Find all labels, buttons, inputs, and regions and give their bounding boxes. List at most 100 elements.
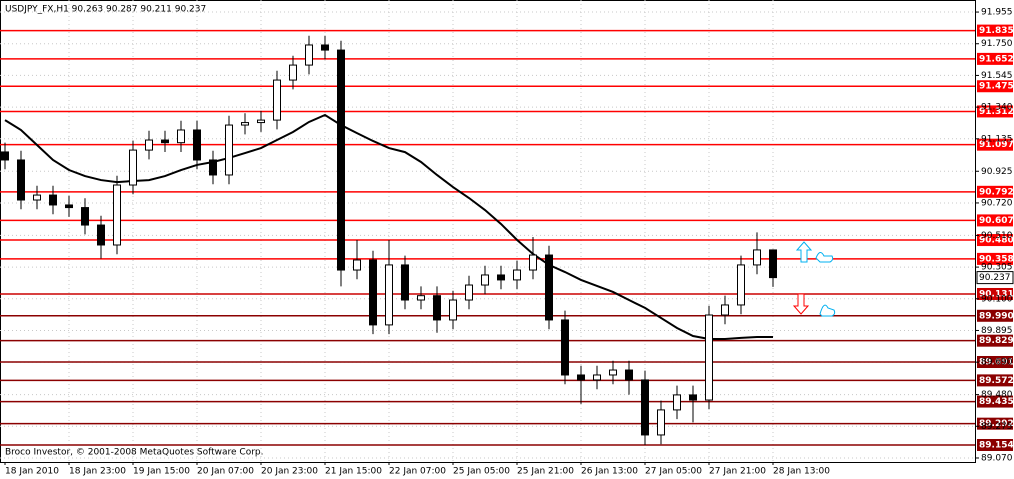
x-tick-label: 25 Jan 21:00 [517, 467, 574, 477]
candle-body [97, 224, 105, 246]
plot-frame [0, 0, 976, 463]
x-tick-label: 27 Jan 21:00 [709, 467, 766, 477]
candle-body [721, 304, 729, 316]
x-tick-label: 26 Jan 13:00 [581, 467, 638, 477]
candle-body [577, 374, 585, 381]
candle-body [465, 284, 473, 301]
candle-body [689, 394, 697, 401]
signal-icons [792, 241, 836, 317]
candle-body [273, 79, 281, 121]
level-label: 91.835 [979, 26, 1014, 36]
candle-body [609, 369, 617, 376]
candle-body [737, 264, 745, 306]
x-tick-label: 27 Jan 05:00 [645, 467, 702, 477]
level-label-box [977, 185, 1013, 198]
x-tick-label: 21 Jan 15:00 [325, 467, 382, 477]
candle-body [369, 259, 377, 326]
level-label-box [977, 287, 1013, 300]
level-label: 89.292 [979, 419, 1014, 429]
candle-body [545, 254, 553, 321]
hand-icon [815, 252, 834, 263]
level-label: 89.435 [979, 397, 1014, 407]
level-label: 89.691 [979, 357, 1014, 367]
level-label-box [977, 138, 1013, 151]
candle-body [385, 264, 393, 326]
candle-body [305, 44, 313, 66]
y-tick-label: 90.925 [981, 167, 1013, 177]
candle-body [433, 295, 441, 321]
x-tick-label: 18 Jan 23:00 [69, 467, 126, 477]
level-label-box [977, 355, 1013, 368]
level-label-box [977, 438, 1013, 451]
y-tick-label: 91.955 [981, 8, 1013, 18]
level-label: 91.475 [979, 82, 1014, 92]
candle-body [49, 194, 57, 206]
candles [1, 35, 777, 445]
candle-body [449, 299, 457, 321]
candle-body [129, 149, 137, 186]
candle-body [161, 139, 169, 144]
candle-body [417, 295, 425, 301]
level-label-box [977, 334, 1013, 347]
x-tick-label: 25 Jan 05:00 [453, 467, 510, 477]
candle-body [65, 204, 73, 209]
level-label-box [977, 234, 1013, 247]
level-label: 90.792 [979, 187, 1014, 197]
level-label-box [977, 24, 1013, 37]
candle-body [593, 374, 601, 381]
levels: 91.835 91.652 91.475 91.312 91.097 90.792 90.6… [0, 24, 1014, 451]
chart-title: USDJPY_FX,H1 90.263 90.287 90.211 90.237 [5, 5, 206, 15]
y-tick-label: 91.545 [981, 71, 1013, 81]
y-tick-label: 89.480 [981, 390, 1013, 400]
candle-body [513, 269, 521, 281]
candle-body [257, 119, 265, 124]
y-tick-label: 89.895 [981, 326, 1013, 336]
y-tick-label: 91.340 [981, 103, 1013, 113]
grid [0, 0, 975, 462]
y-tick-label: 90.100 [981, 294, 1013, 304]
up-arrow [795, 241, 813, 263]
current-price-box [976, 271, 1014, 285]
candle-body [673, 394, 681, 411]
candle-body [497, 274, 505, 281]
x-tick-label: 18 Jan 2010 [5, 467, 59, 477]
current-price-label: 90.237 [979, 273, 1011, 283]
candle-body [17, 159, 25, 201]
candle-body [145, 139, 153, 151]
level-label: 89.829 [979, 336, 1014, 346]
y-tick-label: 91.135 [981, 134, 1013, 144]
y-tick-label: 90.720 [981, 198, 1013, 208]
y-tick-label: 89.070 [981, 453, 1013, 463]
level-label-box [977, 52, 1013, 65]
y-tick-label: 89.690 [981, 358, 1013, 368]
candle-body [625, 369, 633, 381]
footer: Broco Investor, © 2001-2008 MetaQuotes S… [5, 448, 264, 458]
candle-body [641, 379, 649, 436]
level-label-box [977, 214, 1013, 227]
level-label: 89.990 [979, 311, 1014, 321]
level-label-box [977, 417, 1013, 430]
candle-body [1, 151, 9, 161]
candle-body [241, 122, 249, 126]
y-tick-label: 89.275 [981, 422, 1013, 432]
level-label: 91.312 [979, 107, 1014, 117]
candle-body [289, 64, 297, 81]
candle-body [657, 409, 665, 436]
candle-body [337, 49, 345, 271]
candle-body [353, 259, 361, 271]
level-label: 89.154 [979, 440, 1014, 450]
level-label-box [977, 374, 1013, 387]
candle-body [753, 249, 761, 266]
candle-body [193, 129, 201, 161]
level-label-box [977, 80, 1013, 93]
level-label: 91.097 [979, 140, 1014, 150]
candle-body [769, 249, 777, 279]
level-label: 90.131 [979, 289, 1014, 299]
candle-body [81, 207, 89, 226]
level-label-box [977, 395, 1013, 408]
candle-body [321, 44, 329, 51]
x-tick-label: 20 Jan 23:00 [261, 467, 318, 477]
axes: 91.955 91.750 91.545 91.340 91.135 90.925 90.7… [4, 8, 1014, 477]
